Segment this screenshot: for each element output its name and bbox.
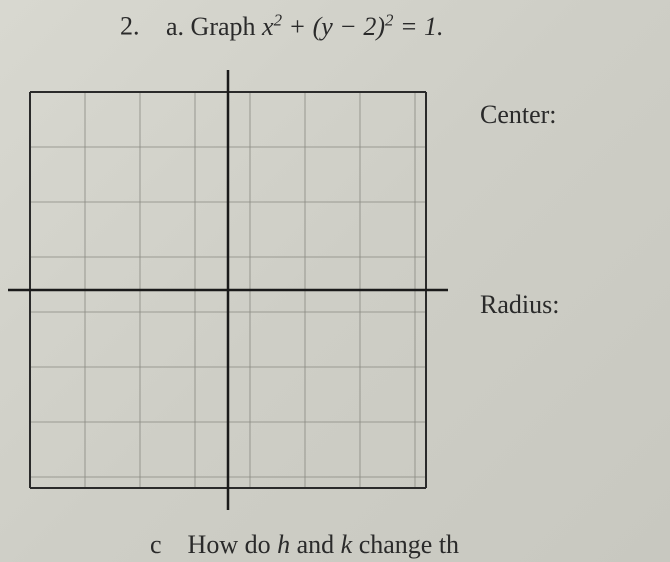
- graph-grid: [8, 70, 448, 510]
- center-label: Center:: [480, 100, 559, 130]
- worksheet-page: 2. a. Graph x2 + (y − 2)2 = 1. Center: R…: [0, 0, 670, 562]
- eq-minus: − 2): [333, 12, 385, 41]
- partial-text3: change th: [352, 530, 459, 559]
- question-number: 2.: [120, 12, 140, 41]
- question-header: 2. a. Graph x2 + (y − 2)2 = 1.: [120, 10, 660, 42]
- partial-h: h: [277, 530, 290, 559]
- partial-c: c: [150, 530, 162, 559]
- grid-svg: [8, 70, 448, 510]
- partial-k: k: [341, 530, 353, 559]
- partial-text1: How do: [188, 530, 278, 559]
- question-part: a. Graph x2 + (y − 2)2 = 1.: [166, 12, 443, 41]
- part-letter: a.: [166, 12, 184, 41]
- eq-plus: + (: [282, 12, 321, 41]
- eq-sup1: 2: [274, 10, 282, 29]
- eq-var1: x: [262, 12, 274, 41]
- partial-text2: and: [290, 530, 341, 559]
- labels-container: Center: Radius:: [480, 100, 559, 320]
- eq-equals: = 1.: [393, 12, 443, 41]
- partial-bottom-text: c How do h and k change th: [150, 530, 459, 560]
- question-text: Graph: [191, 12, 262, 41]
- eq-var2: y: [321, 12, 333, 41]
- equation: x2 + (y − 2)2 = 1.: [262, 12, 443, 41]
- radius-label: Radius:: [480, 290, 559, 320]
